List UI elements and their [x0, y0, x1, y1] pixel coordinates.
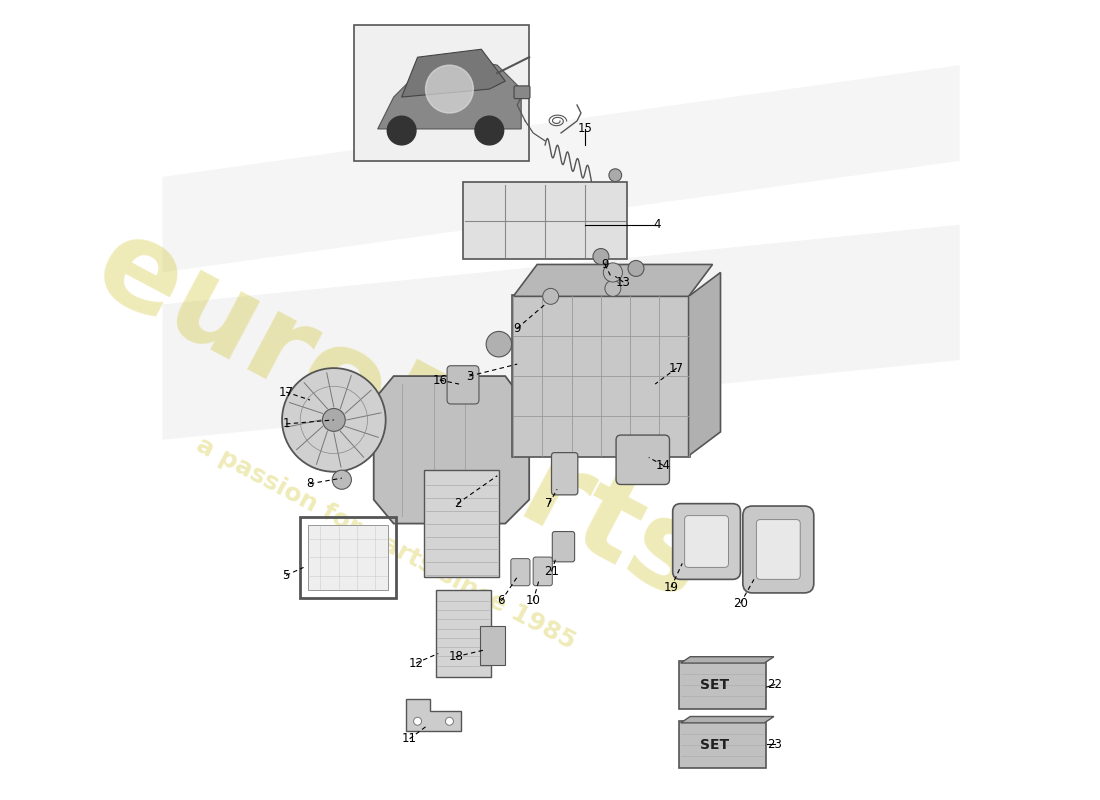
Text: 12: 12: [408, 657, 424, 670]
Text: 11: 11: [403, 732, 417, 746]
Text: 6: 6: [497, 594, 505, 607]
Text: 14: 14: [656, 459, 671, 472]
FancyBboxPatch shape: [354, 26, 529, 161]
Circle shape: [628, 261, 643, 277]
Text: 20: 20: [733, 597, 748, 610]
Text: SET: SET: [700, 738, 728, 752]
Circle shape: [387, 116, 416, 145]
Text: 19: 19: [663, 581, 679, 594]
Polygon shape: [406, 699, 461, 731]
Circle shape: [446, 718, 453, 726]
Text: 7: 7: [546, 497, 553, 510]
Text: 1: 1: [283, 418, 289, 430]
FancyBboxPatch shape: [673, 504, 740, 579]
Circle shape: [593, 249, 609, 265]
Circle shape: [426, 65, 473, 113]
Text: euroParts: euroParts: [76, 206, 727, 626]
FancyBboxPatch shape: [616, 435, 670, 485]
Polygon shape: [377, 57, 521, 129]
Text: a passion for parts since 1985: a passion for parts since 1985: [191, 433, 580, 654]
PathPatch shape: [163, 225, 959, 440]
Text: 2: 2: [453, 497, 461, 510]
Circle shape: [332, 470, 351, 490]
Text: 16: 16: [432, 374, 448, 386]
Text: 9: 9: [602, 258, 608, 271]
Text: 15: 15: [578, 122, 593, 135]
FancyBboxPatch shape: [424, 470, 499, 577]
Circle shape: [542, 288, 559, 304]
Polygon shape: [402, 50, 505, 97]
Circle shape: [603, 263, 623, 282]
Polygon shape: [689, 273, 720, 456]
FancyBboxPatch shape: [514, 86, 530, 98]
FancyBboxPatch shape: [447, 366, 478, 404]
FancyBboxPatch shape: [757, 519, 800, 579]
FancyBboxPatch shape: [308, 525, 388, 590]
Text: 9: 9: [514, 322, 521, 334]
FancyBboxPatch shape: [512, 294, 690, 458]
Circle shape: [282, 368, 386, 472]
Polygon shape: [514, 265, 713, 296]
Text: 17: 17: [669, 362, 684, 374]
Circle shape: [414, 718, 421, 726]
Text: 10: 10: [526, 594, 540, 607]
FancyBboxPatch shape: [551, 453, 578, 495]
Circle shape: [475, 116, 504, 145]
FancyBboxPatch shape: [742, 506, 814, 593]
Text: 18: 18: [449, 650, 463, 663]
Circle shape: [605, 281, 620, 296]
Text: 8: 8: [306, 478, 313, 490]
FancyBboxPatch shape: [684, 515, 728, 567]
Circle shape: [486, 331, 512, 357]
Circle shape: [322, 409, 345, 431]
PathPatch shape: [163, 65, 959, 273]
Text: SET: SET: [700, 678, 728, 692]
Text: 5: 5: [283, 569, 289, 582]
Text: 13: 13: [616, 275, 630, 289]
Text: 3: 3: [465, 370, 473, 382]
Text: 22: 22: [767, 678, 782, 691]
Text: 23: 23: [768, 738, 782, 751]
Polygon shape: [681, 657, 774, 663]
Circle shape: [609, 169, 622, 182]
FancyBboxPatch shape: [510, 558, 530, 586]
FancyBboxPatch shape: [552, 531, 574, 562]
Text: 17: 17: [278, 386, 294, 398]
FancyBboxPatch shape: [679, 662, 766, 709]
Text: 4: 4: [653, 218, 660, 231]
FancyBboxPatch shape: [436, 590, 491, 677]
FancyBboxPatch shape: [480, 626, 505, 665]
FancyBboxPatch shape: [534, 557, 552, 586]
Polygon shape: [681, 717, 774, 723]
Polygon shape: [374, 376, 529, 523]
Text: 21: 21: [544, 565, 559, 578]
FancyBboxPatch shape: [679, 722, 766, 768]
FancyBboxPatch shape: [463, 182, 627, 259]
